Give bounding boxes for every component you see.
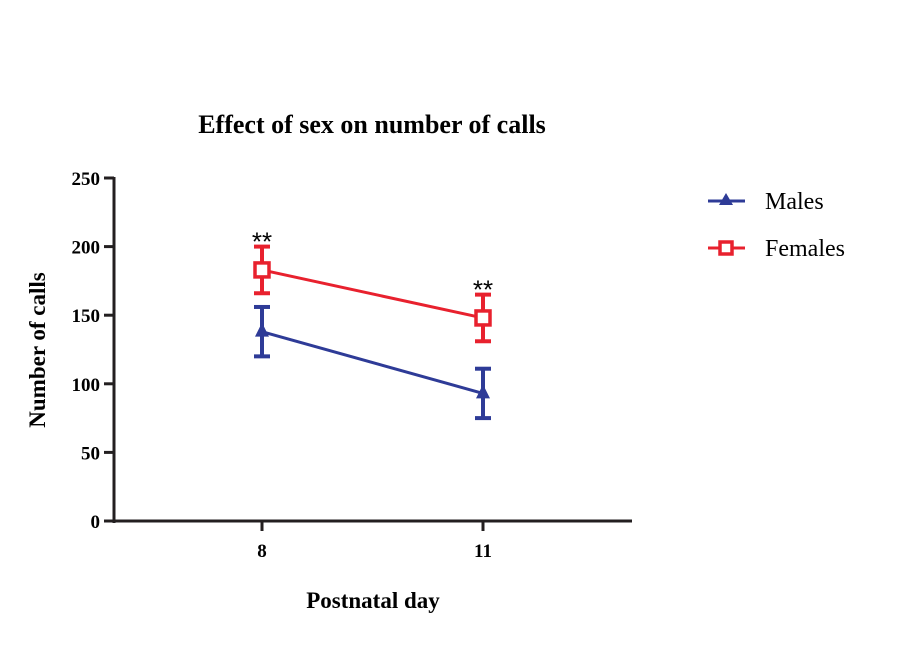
series-females [253,244,492,344]
y-tick-label: 200 [72,238,101,259]
annotations: ** ** [252,227,493,305]
x-tick-label: 8 [257,541,267,562]
data-point [474,309,492,327]
axes [104,177,632,523]
legend-item-males: Males [708,189,824,215]
x-ticks: 8 11 [257,521,492,562]
data-point [255,322,269,337]
y-tick-label: 150 [72,306,101,327]
legend-marker [718,240,734,256]
x-axis-label: Postnatal day [306,588,440,613]
significance-annotation: ** [252,227,272,257]
chart-title: Effect of sex on number of calls [198,110,546,139]
y-tick-label: 250 [72,169,101,190]
legend-label: Females [765,236,845,262]
series-layer [253,244,492,421]
series-line [261,268,484,320]
legend-marker [719,193,733,205]
y-tick-label: 0 [91,512,101,533]
legend-item-females: Females [708,236,845,262]
y-tick-label: 50 [81,443,100,464]
data-point [476,384,490,399]
x-tick-label: 11 [474,541,492,562]
y-ticks: 0 50 100 150 200 250 [72,169,114,533]
series-males [254,304,491,421]
y-axis-label: Number of calls [25,272,50,428]
series-line [261,330,484,395]
data-point [253,261,271,279]
y-tick-label: 100 [72,375,101,396]
significance-annotation: ** [473,275,493,305]
legend-label: Males [765,189,824,215]
legend: Males Females [708,189,845,262]
